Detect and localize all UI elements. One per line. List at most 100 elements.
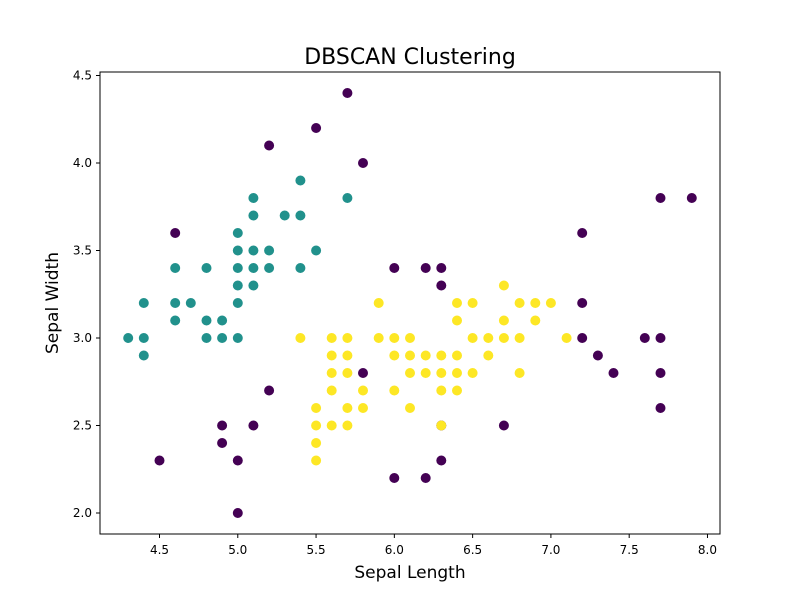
point-cluster_1-25	[420, 350, 431, 361]
x-ticks: 4.5 5.0 5.5 6.0 6.5 7.0 7.5 8.0	[150, 534, 717, 557]
point-noise-29	[436, 455, 447, 466]
point-cluster_1-16	[467, 333, 478, 343]
point-cluster_1-0	[498, 280, 509, 291]
point-noise-15	[655, 333, 666, 343]
point-noise-11	[436, 280, 447, 291]
point-cluster_0-30	[232, 333, 243, 343]
y-tick-label-2: 3.0	[73, 331, 92, 345]
point-cluster_1-18	[498, 333, 509, 343]
point-cluster_0-11	[170, 263, 181, 273]
x-tick-label-7: 8.0	[698, 543, 717, 557]
point-cluster_0-23	[170, 315, 181, 326]
point-cluster_1-50	[311, 438, 322, 448]
points-layer	[123, 88, 697, 518]
point-cluster_1-6	[545, 298, 556, 308]
point-cluster_1-37	[326, 385, 337, 396]
x-tick-label-3: 6.0	[385, 543, 404, 557]
point-cluster_0-31	[138, 350, 149, 361]
point-cluster_0-1	[248, 193, 259, 203]
point-noise-10	[436, 263, 447, 273]
point-cluster_1-48	[342, 420, 353, 431]
point-cluster_1-14	[389, 333, 400, 343]
point-cluster_1-46	[311, 420, 322, 431]
point-noise-17	[608, 368, 619, 378]
x-axis-label: Sepal Length	[354, 563, 465, 583]
point-cluster_0-4	[279, 210, 290, 221]
point-cluster_0-14	[248, 263, 259, 273]
point-cluster_1-36	[514, 368, 525, 378]
point-noise-1	[311, 123, 322, 133]
y-axis-label: Sepal Width	[43, 252, 63, 354]
point-cluster_1-5	[530, 298, 541, 308]
point-cluster_0-3	[248, 210, 259, 221]
point-cluster_0-25	[217, 315, 228, 326]
point-noise-3	[358, 158, 368, 168]
point-cluster_0-10	[311, 245, 322, 256]
point-noise-30	[389, 473, 400, 483]
point-cluster_1-10	[295, 333, 306, 343]
point-cluster_0-27	[138, 333, 149, 343]
point-cluster_1-8	[498, 315, 509, 326]
point-noise-31	[420, 473, 431, 483]
point-cluster_0-15	[264, 263, 275, 273]
point-noise-4	[170, 228, 181, 238]
point-noise-18	[655, 368, 666, 378]
point-cluster_0-8	[248, 245, 259, 256]
point-cluster_1-22	[342, 350, 353, 361]
point-cluster_1-42	[311, 403, 322, 413]
y-ticks: 2.0 2.5 3.0 3.5 4.0 4.5	[73, 69, 100, 520]
point-cluster_1-21	[326, 350, 337, 361]
point-cluster_0-9	[264, 245, 275, 256]
point-noise-9	[420, 263, 431, 273]
point-cluster_1-41	[452, 385, 462, 396]
point-cluster_1-23	[389, 350, 400, 361]
point-cluster_1-12	[342, 333, 353, 343]
point-noise-22	[217, 420, 228, 431]
point-cluster_1-27	[452, 350, 462, 361]
y-tick-label-5: 4.5	[73, 69, 92, 83]
point-noise-2	[264, 140, 275, 151]
point-cluster_1-9	[530, 315, 541, 326]
point-cluster_0-29	[217, 333, 228, 343]
x-tick-label-1: 5.0	[228, 543, 247, 557]
point-cluster_1-44	[358, 403, 368, 413]
point-cluster_1-24	[405, 350, 415, 361]
x-tick-label-0: 4.5	[150, 543, 169, 557]
point-cluster_0-19	[138, 298, 149, 308]
point-cluster_1-30	[342, 368, 353, 378]
y-tick-label-1: 2.5	[73, 419, 92, 433]
point-noise-6	[686, 193, 697, 203]
point-cluster_0-12	[201, 263, 212, 273]
point-cluster_0-20	[170, 298, 181, 308]
point-noise-12	[577, 298, 588, 308]
point-cluster_1-43	[342, 403, 353, 413]
point-cluster_1-47	[326, 420, 337, 431]
point-cluster_0-22	[232, 298, 243, 308]
x-tick-label-5: 7.0	[541, 543, 560, 557]
point-noise-13	[577, 333, 588, 343]
point-noise-26	[217, 438, 228, 448]
point-cluster_0-5	[295, 210, 306, 221]
point-noise-27	[154, 455, 165, 466]
point-noise-5	[655, 193, 666, 203]
point-cluster_1-33	[436, 368, 447, 378]
x-tick-label-6: 7.5	[620, 543, 639, 557]
point-cluster_0-18	[248, 280, 259, 291]
point-cluster_1-29	[326, 368, 337, 378]
point-noise-28	[232, 455, 243, 466]
point-cluster_1-3	[467, 298, 478, 308]
point-cluster_1-19	[514, 333, 525, 343]
point-cluster_1-40	[436, 385, 447, 396]
point-noise-19	[655, 403, 666, 413]
x-tick-label-4: 6.5	[463, 543, 482, 557]
point-cluster_1-45	[405, 403, 415, 413]
point-cluster_1-49	[436, 420, 447, 431]
point-noise-0	[342, 88, 353, 98]
point-noise-16	[592, 350, 603, 361]
point-cluster_1-51	[311, 455, 322, 466]
point-cluster_1-28	[483, 350, 494, 361]
point-noise-23	[248, 420, 259, 431]
y-tick-label-4: 4.0	[73, 156, 92, 170]
point-cluster_0-0	[295, 175, 306, 186]
point-cluster_1-11	[326, 333, 337, 343]
